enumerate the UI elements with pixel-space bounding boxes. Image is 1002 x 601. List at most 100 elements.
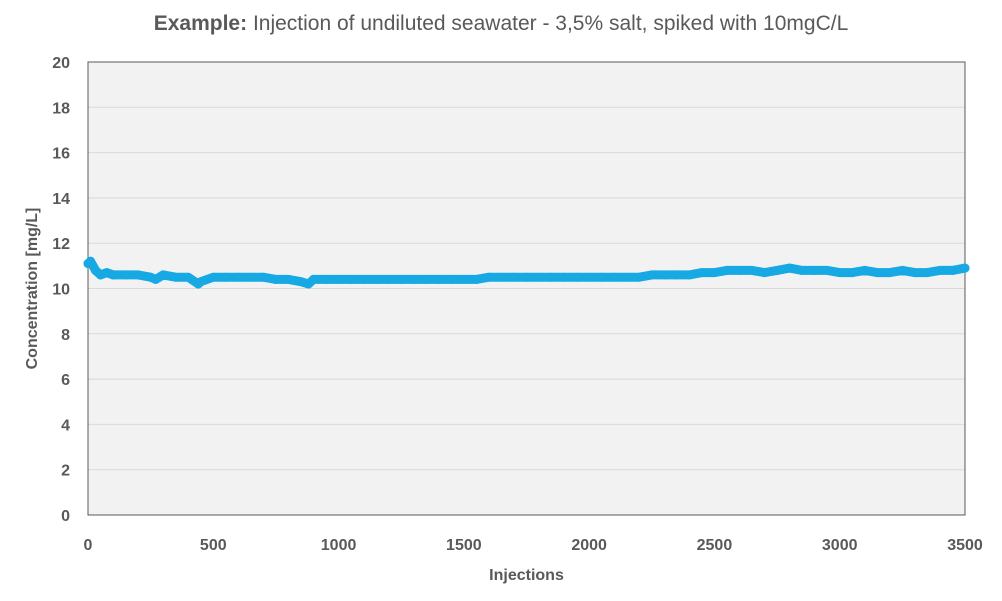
series-point	[246, 272, 256, 282]
chart-title-rest: Injection of undiluted seawater - 3,5% s…	[247, 12, 849, 35]
y-tick-label: 0	[61, 508, 70, 525]
series-point	[948, 265, 957, 275]
series-point	[772, 265, 782, 275]
series-point	[747, 265, 757, 275]
series-point	[296, 277, 306, 287]
series-point	[471, 274, 481, 284]
x-axis-label: Injections	[489, 567, 564, 584]
series-point	[960, 263, 970, 273]
series-point	[171, 272, 181, 282]
y-tick-label: 10	[52, 282, 70, 299]
plot-frame	[87, 61, 966, 516]
y-tick-label: 6	[61, 372, 70, 389]
series-group	[83, 256, 970, 289]
chart-title-bold: Example:	[153, 12, 248, 35]
series-point	[885, 268, 895, 278]
x-tick-label: 1000	[321, 537, 357, 554]
series-point	[221, 272, 231, 282]
x-tick-label: 2000	[571, 537, 607, 554]
series-point	[371, 274, 381, 284]
series-point	[359, 274, 369, 284]
series-point	[183, 272, 193, 282]
y-tick-label: 8	[61, 327, 70, 344]
y-tick-label: 2	[61, 463, 70, 480]
series-point	[334, 274, 344, 284]
series-point	[822, 265, 832, 275]
series-point	[534, 272, 544, 282]
series-point	[835, 268, 845, 278]
chart-title: Example: Injection of undiluted seawater…	[0, 12, 1002, 36]
series-point	[284, 274, 293, 284]
series-point	[133, 270, 143, 280]
y-tick-label: 20	[52, 55, 70, 72]
series-point	[309, 274, 318, 284]
series-point	[609, 272, 619, 282]
y-tick-label: 16	[52, 146, 70, 163]
series-point	[910, 268, 920, 278]
series-point	[684, 270, 694, 280]
series-point	[496, 272, 506, 282]
series-point	[434, 274, 444, 284]
series-point	[321, 274, 331, 284]
series-point	[158, 270, 168, 280]
series-point	[572, 272, 582, 282]
series-point	[196, 277, 206, 287]
series-point	[346, 274, 356, 284]
series-point	[860, 265, 870, 275]
y-axis: 0 2 4 6 8 10 12 14 16 18 20	[52, 55, 70, 525]
series-point	[922, 268, 932, 278]
series-point	[785, 263, 795, 273]
series-point	[559, 272, 569, 282]
series-point	[709, 268, 719, 278]
x-axis: 0 500 1000 1500 2000 2500 3000 3500	[84, 537, 983, 554]
x-tick-label: 0	[84, 537, 93, 554]
series-point	[396, 274, 406, 284]
y-tick-label: 12	[52, 236, 70, 253]
series-point	[897, 265, 907, 275]
series-point	[233, 272, 243, 282]
series-point	[622, 272, 632, 282]
series-point	[647, 270, 657, 280]
series-point	[935, 265, 945, 275]
x-tick-label: 3500	[947, 537, 983, 554]
x-tick-label: 2500	[697, 537, 733, 554]
series-point	[722, 265, 732, 275]
series-point	[597, 272, 607, 282]
y-axis-label: Concentration [mg/L]	[24, 208, 41, 370]
series-point	[151, 274, 161, 284]
x-tick-label: 1500	[446, 537, 482, 554]
series-point	[735, 265, 744, 275]
series-point	[634, 272, 644, 282]
series-point	[760, 268, 769, 278]
x-tick-label: 3000	[822, 537, 858, 554]
y-tick-label: 14	[52, 191, 70, 208]
series-point	[522, 272, 531, 282]
series-point	[484, 272, 494, 282]
series-point	[509, 272, 519, 282]
series-point	[258, 272, 268, 282]
series-point	[421, 274, 431, 284]
series-point	[659, 270, 669, 280]
x-tick-label: 500	[200, 537, 227, 554]
series-point	[271, 274, 281, 284]
series-point	[847, 268, 857, 278]
series-point	[108, 270, 118, 280]
series-point	[872, 268, 882, 278]
series-point	[409, 274, 419, 284]
series-point	[208, 272, 218, 282]
series-point	[459, 274, 469, 284]
y-tick-label: 18	[52, 100, 70, 117]
series-point	[584, 272, 594, 282]
gridlines	[88, 106, 965, 471]
series-point	[797, 265, 807, 275]
series-point	[547, 272, 557, 282]
series-point	[672, 270, 682, 280]
series-point	[810, 265, 820, 275]
series-point	[446, 274, 456, 284]
y-tick-label: 4	[61, 417, 70, 434]
series-point	[121, 270, 131, 280]
series-point	[697, 268, 707, 278]
series-point	[384, 274, 394, 284]
